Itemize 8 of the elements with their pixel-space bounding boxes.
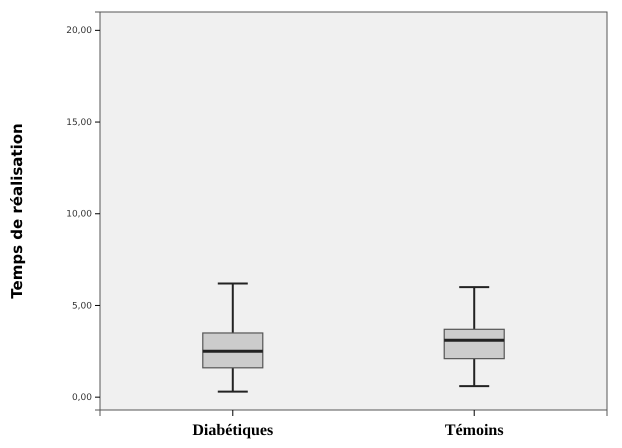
x-tick-label: Témoins [444, 422, 504, 439]
y-axis-title: Temps de réalisation [8, 123, 26, 299]
x-tick-label: Diabétiques [192, 422, 274, 439]
y-tick-label: 0,00 [72, 393, 92, 404]
y-tick-label: 15,00 [66, 118, 92, 128]
y-tick-label: 10,00 [66, 210, 92, 220]
y-tick-label: 20,00 [66, 26, 92, 36]
y-tick-label: 5,00 [72, 301, 92, 312]
